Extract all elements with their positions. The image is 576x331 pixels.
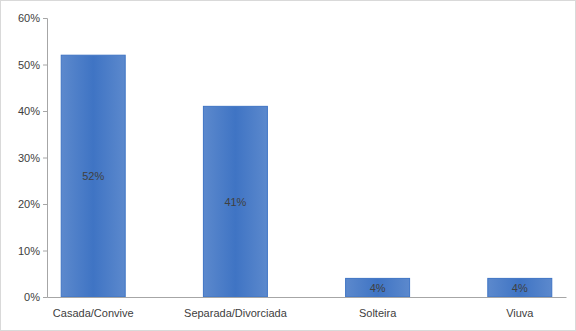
x-tick-label: Casada/Convive — [53, 307, 134, 319]
chart: 0% 10% 20% 30% 40% 50% 60% Casada/Convive Separa… — [0, 0, 576, 331]
y-tick: 20% — [18, 198, 47, 210]
y-tick-mark — [43, 251, 47, 252]
x-tick-label: Solteira — [359, 307, 397, 319]
y-tick: 0% — [24, 291, 47, 303]
y-tick-label: 40% — [18, 105, 40, 117]
x-tick: Solteira — [359, 307, 397, 319]
bar — [203, 106, 267, 297]
y-axis: 0% 10% 20% 30% 40% 50% 60% — [18, 12, 48, 303]
x-axis: Casada/Convive Separada/Divorciada Solteir… — [48, 298, 567, 319]
data-label: 52% — [82, 170, 104, 182]
y-tick-mark — [43, 204, 47, 205]
y-tick-mark — [43, 297, 47, 298]
y-tick: 60% — [18, 12, 47, 24]
y-tick-label: 60% — [18, 12, 40, 24]
x-tick: Separada/Divorciada — [184, 307, 288, 319]
y-tick-label: 20% — [18, 198, 40, 210]
bar — [346, 278, 410, 297]
y-tick-mark — [43, 111, 47, 112]
x-tick-label: Viuva — [506, 307, 534, 319]
y-tick: 10% — [18, 245, 47, 257]
y-tick-label: 10% — [18, 245, 40, 257]
bar — [61, 55, 125, 297]
y-tick: 50% — [18, 59, 47, 71]
data-label: 4% — [370, 282, 386, 294]
y-tick-mark — [43, 18, 47, 19]
y-tick-label: 30% — [18, 152, 40, 164]
data-label: 4% — [512, 282, 528, 294]
y-tick-label: 50% — [18, 59, 40, 71]
y-tick-mark — [43, 65, 47, 66]
x-tick: Viuva — [506, 307, 534, 319]
data-labels: 52% 41% 4% 4% — [82, 170, 528, 294]
data-label: 41% — [224, 196, 246, 208]
x-tick: Casada/Convive — [53, 307, 134, 319]
x-tick-label: Separada/Divorciada — [184, 307, 288, 319]
chart-frame — [1, 1, 576, 331]
y-axis-line — [43, 19, 48, 298]
y-tick-label: 0% — [24, 291, 40, 303]
bar — [488, 278, 552, 297]
x-axis-line — [48, 297, 567, 298]
bars — [61, 55, 552, 297]
y-tick: 40% — [18, 105, 47, 117]
y-tick-mark — [43, 158, 47, 159]
y-tick: 30% — [18, 152, 47, 164]
plot: 0% 10% 20% 30% 40% 50% 60% Casada/Convive Separa… — [18, 12, 567, 319]
